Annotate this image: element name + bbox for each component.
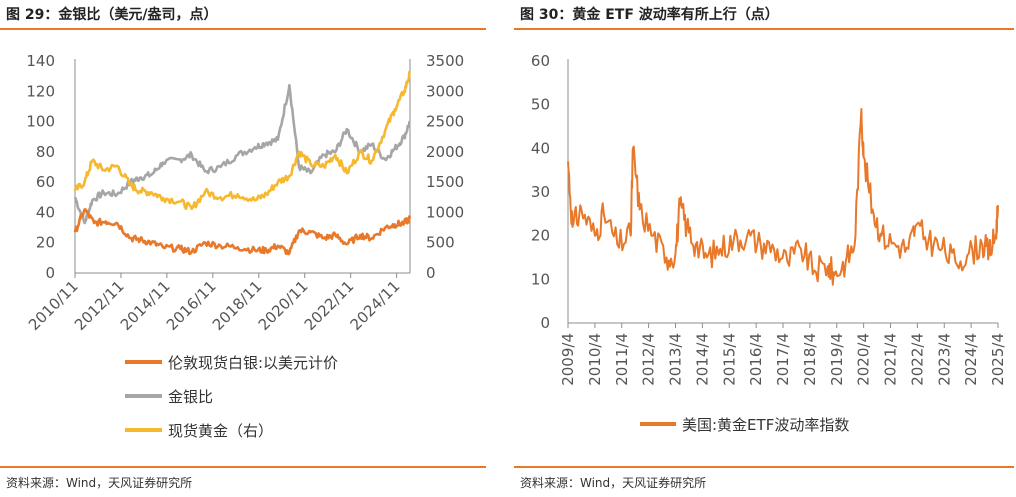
y-tick-label: 0 bbox=[540, 314, 550, 332]
left-y-tick-label: 0 bbox=[45, 264, 55, 282]
left-y-tick-label: 60 bbox=[36, 173, 55, 191]
left-y-tick-label: 120 bbox=[26, 82, 55, 100]
right-y-tick-label: 1000 bbox=[426, 203, 464, 221]
right-y-tick-label: 2500 bbox=[426, 113, 464, 131]
x-tick-label: 2022/4 bbox=[908, 333, 926, 386]
legend-label: 现货黄金（右） bbox=[168, 422, 273, 440]
right-source-note: 资料来源：Wind，天风证券研究所 bbox=[520, 476, 707, 490]
x-tick-label: 2019/4 bbox=[828, 333, 846, 386]
series-line-gold bbox=[73, 70, 412, 211]
left-chart: 0 20 40 60 80 100 120 140 0 500 1000 1500 2000 2500 30… bbox=[25, 52, 464, 440]
legend-label: 美国:黄金ETF波动率指数 bbox=[682, 416, 849, 434]
right-y-tick-label: 3500 bbox=[426, 52, 464, 70]
x-tick-label: 2016/4 bbox=[747, 333, 765, 386]
y-tick-label: 60 bbox=[531, 52, 550, 70]
y-tick-label: 30 bbox=[531, 183, 550, 201]
right-y-tick-label: 3000 bbox=[426, 82, 464, 100]
left-source-rule bbox=[0, 466, 486, 468]
right-chart: 0 10 20 30 40 50 60 2009/4 2010/4 2011/4 2012/4 201… bbox=[531, 52, 1007, 434]
legend-label: 伦敦现货白银:以美元计价 bbox=[168, 354, 338, 372]
series-line-gold-etf-volatility bbox=[567, 108, 999, 286]
x-tick-label: 2018/11 bbox=[209, 277, 266, 334]
y-tick-label: 10 bbox=[531, 270, 550, 288]
left-figure-title: 图 29：金银比（美元/盎司，点） bbox=[6, 7, 218, 23]
right-y-tick-label: 500 bbox=[426, 234, 455, 252]
right-figure-title: 图 30：黄金 ETF 波动率有所上行（点） bbox=[520, 7, 779, 23]
right-y-tick-label: 1500 bbox=[426, 173, 464, 191]
x-tick-label: 2014/4 bbox=[693, 333, 711, 386]
right-source-rule bbox=[514, 466, 1014, 468]
series-line-ratio bbox=[73, 83, 411, 225]
x-tick-label: 2012/4 bbox=[640, 333, 658, 386]
x-tick-label: 2023/4 bbox=[935, 333, 953, 386]
x-tick-label: 2024/11 bbox=[347, 277, 404, 334]
left-y-tick-label: 140 bbox=[26, 52, 55, 70]
left-y-tick-label: 20 bbox=[36, 234, 55, 252]
y-tick-label: 20 bbox=[531, 227, 550, 245]
x-tick-label: 2012/11 bbox=[71, 277, 128, 334]
left-y-tick-label: 100 bbox=[26, 113, 55, 131]
right-y-tick-label: 0 bbox=[426, 264, 436, 282]
left-y-tick-label: 80 bbox=[36, 143, 55, 161]
x-tick-label: 2017/4 bbox=[774, 333, 792, 386]
series-line-silver bbox=[73, 208, 412, 256]
x-tick-label: 2024/4 bbox=[962, 333, 980, 386]
x-tick-label: 2020/4 bbox=[855, 333, 873, 386]
x-tick-label: 2010/4 bbox=[586, 333, 604, 386]
x-tick-label: 2020/11 bbox=[255, 277, 312, 334]
left-figure: 图 29：金银比（美元/盎司，点） 0 20 40 60 80 100 120 140 0 500… bbox=[0, 0, 492, 497]
right-y-tick-label: 2000 bbox=[426, 143, 464, 161]
legend-label: 金银比 bbox=[168, 388, 213, 406]
right-title-rule bbox=[514, 28, 1014, 30]
left-y-tick-label: 40 bbox=[36, 203, 55, 221]
x-tick-label: 2016/11 bbox=[163, 277, 220, 334]
x-tick-label: 2022/11 bbox=[301, 277, 358, 334]
x-tick-label: 2013/4 bbox=[667, 333, 685, 386]
x-tick-label: 2014/11 bbox=[117, 277, 174, 334]
left-title-rule bbox=[0, 28, 486, 30]
x-tick-label: 2015/4 bbox=[720, 333, 738, 386]
y-tick-label: 50 bbox=[531, 96, 550, 114]
x-tick-label: 2009/4 bbox=[559, 333, 577, 386]
x-tick-label: 2010/11 bbox=[25, 277, 82, 334]
x-tick-label: 2025/4 bbox=[989, 333, 1007, 386]
left-source-note: 资料来源：Wind，天风证券研究所 bbox=[6, 476, 193, 490]
right-figure: 图 30：黄金 ETF 波动率有所上行（点） 0 10 20 30 40 50 60 2009… bbox=[514, 0, 1016, 497]
x-tick-label: 2021/4 bbox=[882, 333, 900, 386]
x-tick-label: 2018/4 bbox=[801, 333, 819, 386]
y-tick-label: 40 bbox=[531, 139, 550, 157]
x-tick-label: 2011/4 bbox=[613, 333, 631, 386]
